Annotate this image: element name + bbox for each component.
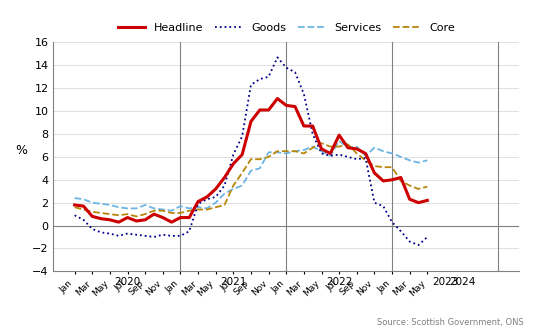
Legend: Headline, Goods, Services, Core: Headline, Goods, Services, Core [113, 18, 459, 37]
Text: 2020: 2020 [114, 277, 140, 287]
Text: 2024: 2024 [450, 277, 476, 287]
Text: 2021: 2021 [220, 277, 247, 287]
Text: 2022: 2022 [326, 277, 352, 287]
Y-axis label: %: % [15, 144, 27, 157]
Text: 2023: 2023 [432, 277, 458, 287]
Text: Source: Scottish Government, ONS: Source: Scottish Government, ONS [376, 318, 523, 327]
